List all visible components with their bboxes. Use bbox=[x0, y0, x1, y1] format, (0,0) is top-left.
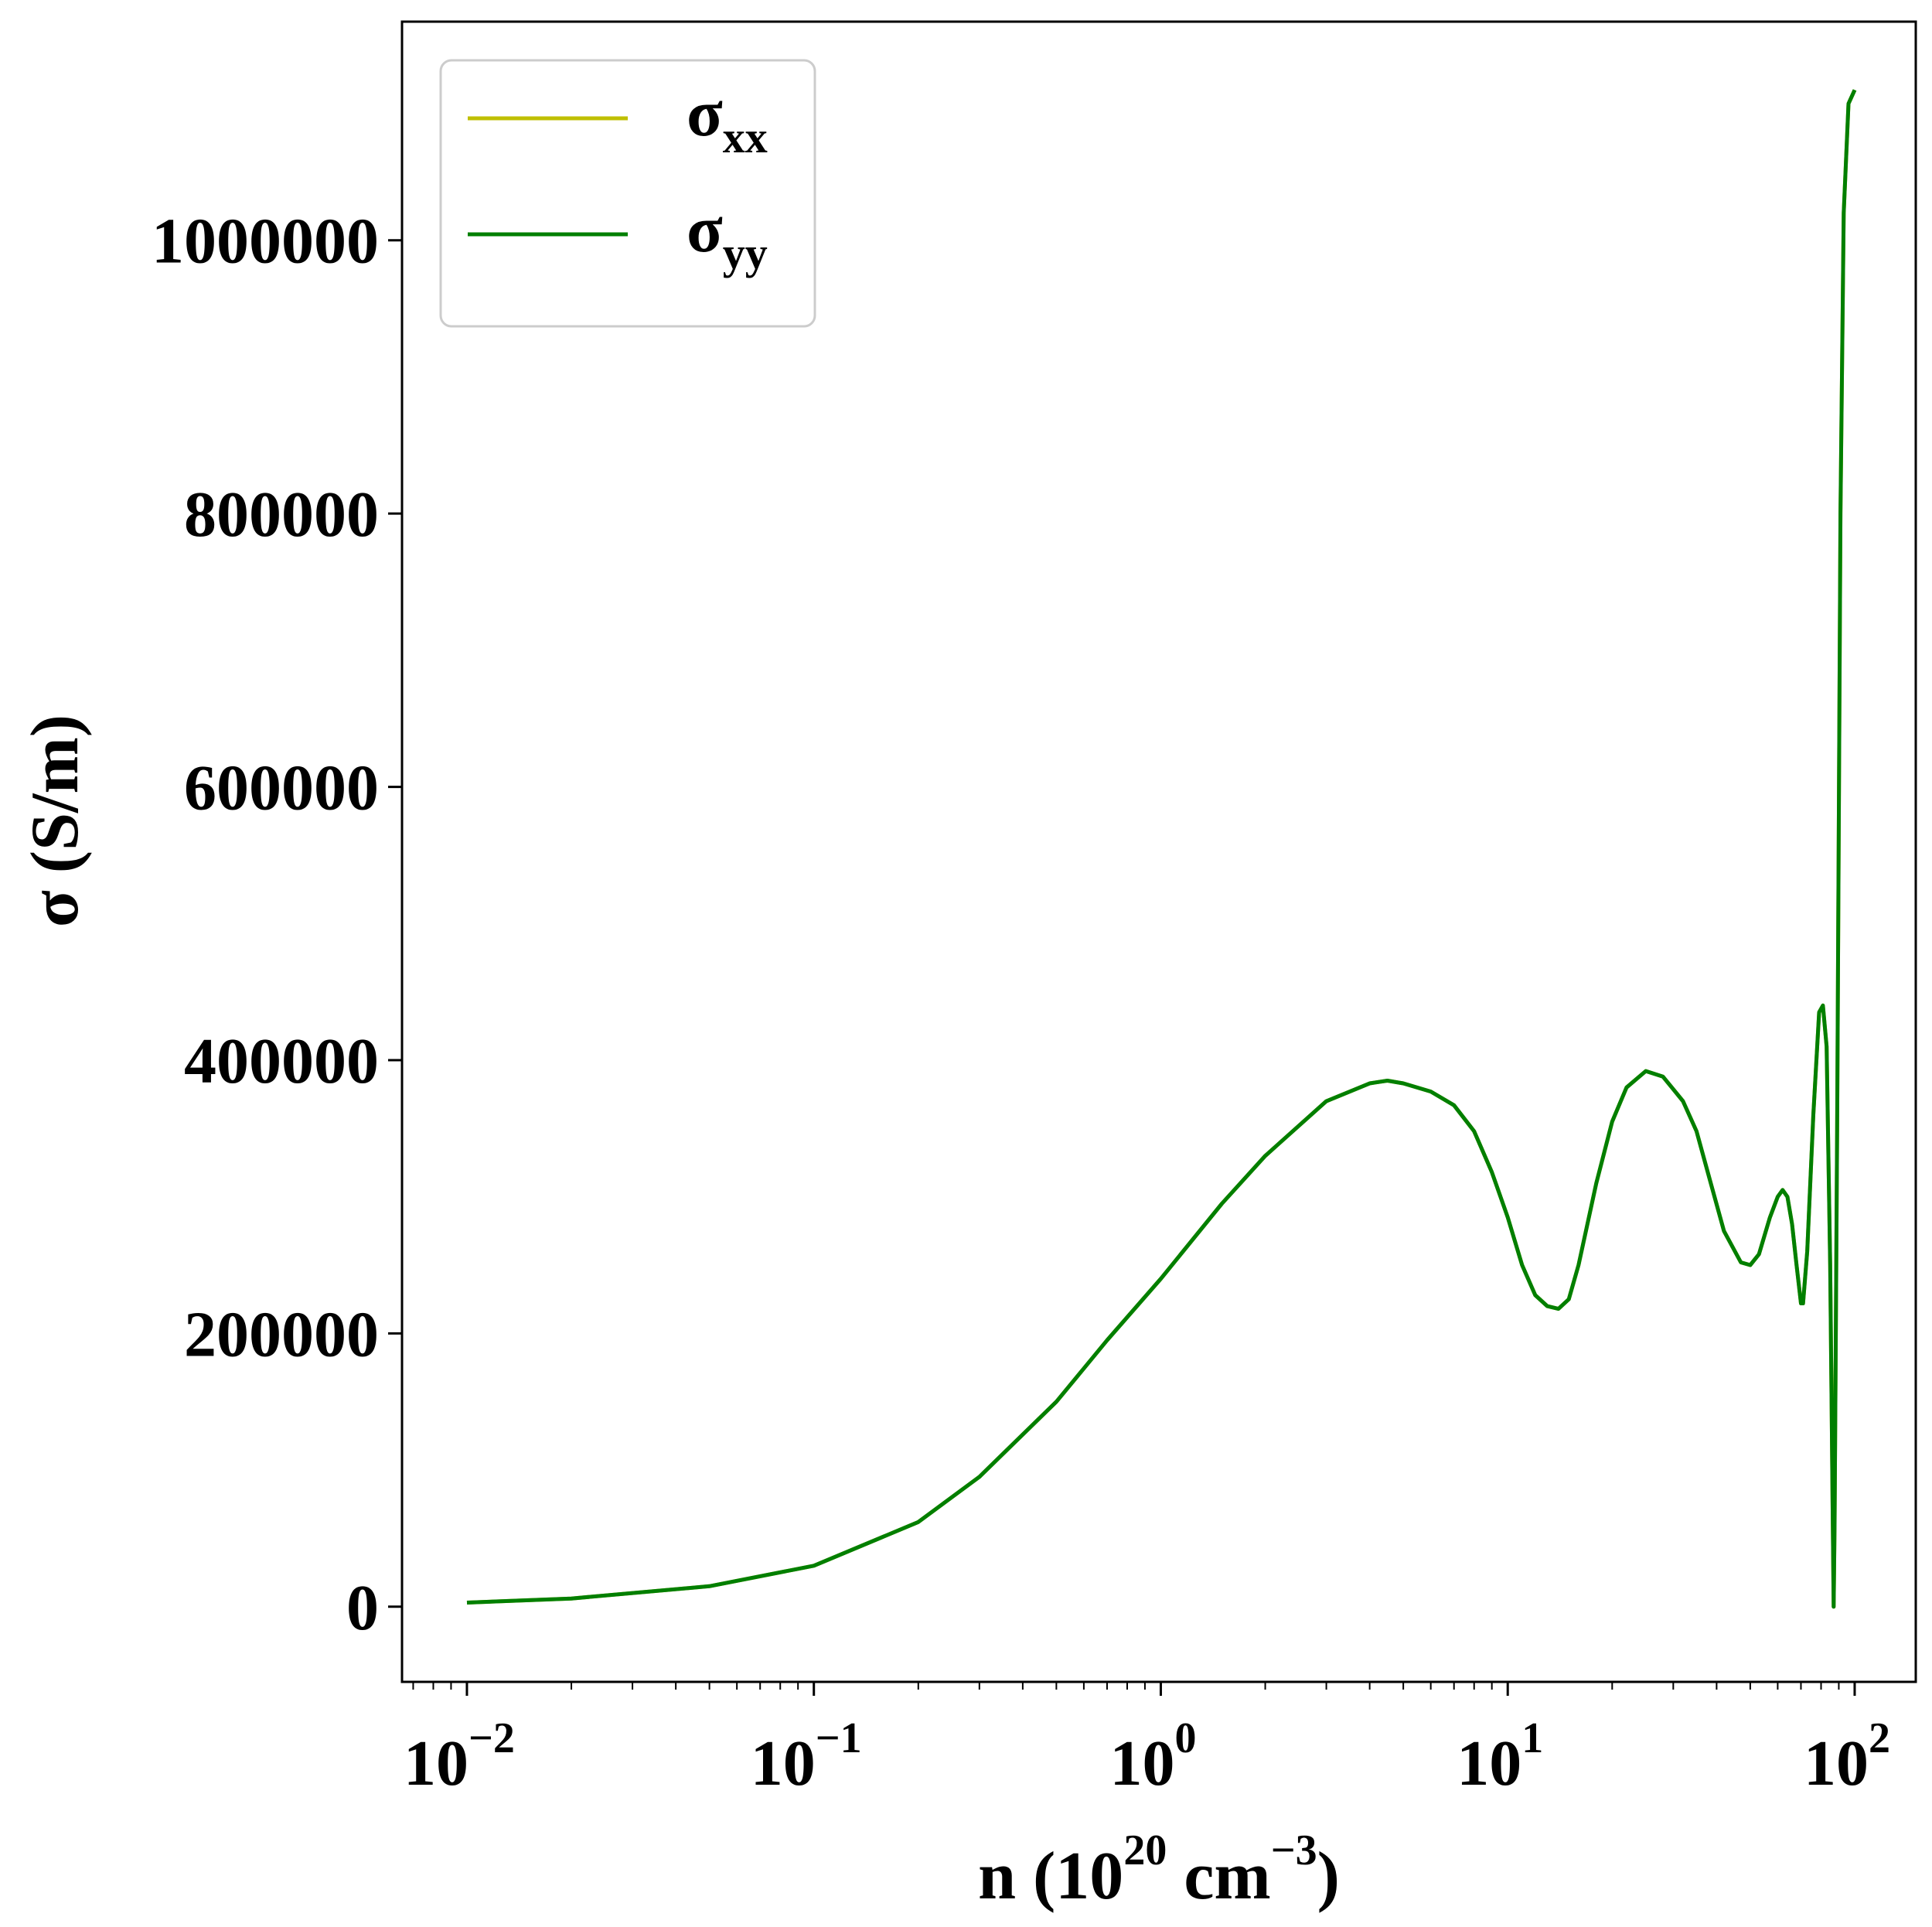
x-tick-label: 10−2 bbox=[404, 1714, 515, 1799]
y-tick-label: 1000000 bbox=[152, 206, 379, 278]
y-tick-label: 400000 bbox=[184, 1025, 379, 1097]
y-tick-label: 600000 bbox=[184, 752, 379, 824]
y-tick-label: 0 bbox=[346, 1572, 379, 1644]
legend: σxx σyy bbox=[439, 59, 816, 328]
y-axis: 0 200000 400000 600000 800000 1000000 bbox=[152, 206, 402, 1644]
y-axis-label: σ (S/m) bbox=[18, 715, 93, 927]
legend-box bbox=[439, 59, 816, 328]
y-tick-label: 200000 bbox=[184, 1298, 379, 1370]
x-tick-label: 10−1 bbox=[751, 1714, 862, 1799]
series-layer bbox=[466, 89, 1857, 1609]
x-axis-label: n (1020 cm−3) bbox=[978, 1826, 1340, 1914]
y-tick-label: 800000 bbox=[184, 479, 379, 551]
legend-label-xx: σxx bbox=[687, 76, 768, 162]
plot-area-frame bbox=[400, 20, 1917, 1683]
x-tick-label: 101 bbox=[1457, 1714, 1543, 1799]
x-tick-label: 100 bbox=[1109, 1714, 1196, 1799]
x-tick-label: 102 bbox=[1804, 1714, 1890, 1799]
series-line-yy bbox=[466, 89, 1857, 1609]
x-axis: 10−2 10−1 100 101 102 bbox=[404, 1682, 1890, 1799]
legend-label-yy: σyy bbox=[687, 192, 768, 278]
